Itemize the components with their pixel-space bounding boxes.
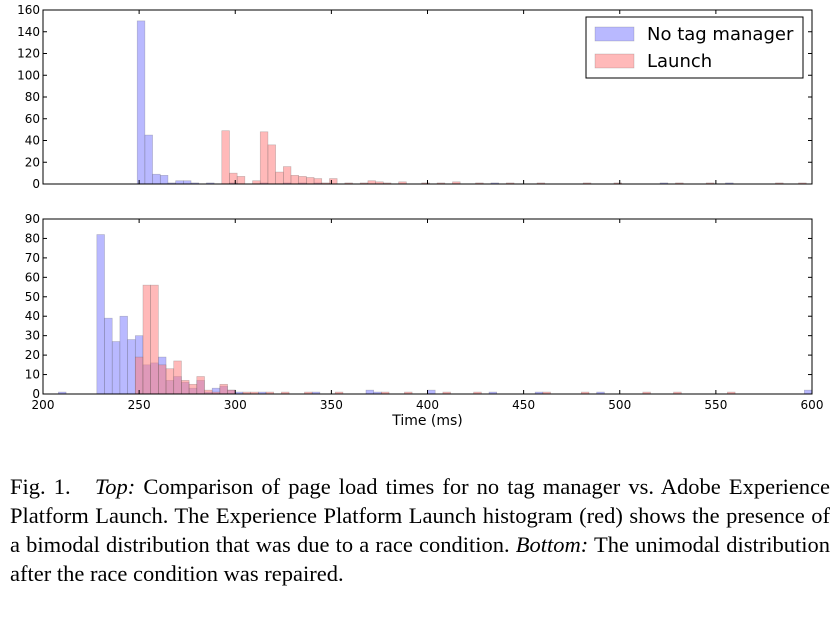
histogram-bar (196, 376, 205, 395)
y-tick-label: 160 (17, 3, 40, 17)
histogram-bar (804, 389, 813, 395)
histogram-bar (96, 234, 105, 395)
y-tick-label: 10 (25, 368, 40, 382)
histogram-bar (127, 339, 136, 395)
y-tick-label: 140 (17, 25, 40, 39)
x-tick-label: 350 (320, 398, 343, 412)
y-tick-label: 100 (17, 68, 40, 82)
histogram-bar (204, 389, 213, 395)
histogram-bar (283, 166, 292, 185)
x-tick-label: 300 (224, 398, 247, 412)
histogram-bar (181, 380, 190, 395)
x-tick-label: 550 (704, 398, 727, 412)
x-tick-label: 600 (801, 398, 824, 412)
x-axis-label: Time (ms) (391, 413, 463, 429)
y-tick-label: 80 (25, 90, 40, 104)
histogram-bar (165, 368, 175, 395)
histogram-bar (259, 131, 269, 185)
caption-top-text: Comparison of page load times for no tag… (10, 474, 831, 557)
y-tick-label: 30 (25, 329, 40, 343)
figure-caption: Fig. 1. Top: Comparison of page load tim… (10, 472, 830, 588)
histogram-bar (150, 284, 159, 395)
caption-bottom-label: Bottom: (515, 532, 589, 557)
legend-swatch (594, 26, 635, 42)
x-tick-label: 250 (128, 398, 151, 412)
histogram-bar (329, 178, 338, 185)
y-tick-label: 60 (25, 270, 40, 284)
y-tick-label: 0 (32, 177, 40, 191)
y-tick-label: 90 (25, 212, 40, 226)
histogram-bar (427, 389, 436, 395)
histogram-bar (111, 341, 121, 395)
histogram-bar (236, 176, 246, 185)
histogram-bar (267, 144, 276, 185)
y-tick-label: 80 (25, 231, 40, 245)
histogram-bar (159, 175, 169, 185)
caption-bottom-text: The unimodal distribution after the race… (10, 532, 831, 586)
histogram-bar (313, 178, 323, 185)
y-tick-label: 40 (25, 134, 40, 148)
x-tick-label: 400 (416, 398, 439, 412)
histogram-bar (152, 173, 161, 185)
legend-label: No tag manager (647, 24, 794, 45)
y-tick-label: 20 (25, 155, 40, 169)
histogram-bar (219, 383, 228, 395)
x-tick-label: 200 (32, 398, 55, 412)
histogram-bar (229, 172, 238, 185)
histogram-bar (104, 317, 113, 395)
y-tick-label: 20 (25, 348, 40, 362)
caption-label: Fig. 1. (10, 474, 71, 499)
legend-label: Launch (647, 51, 712, 72)
legend: No tag manager Launch (585, 16, 804, 79)
histogram-bar (119, 315, 128, 395)
y-tick-label: 120 (17, 47, 40, 61)
histogram-bar (188, 383, 198, 395)
series-launch-bars (134, 284, 736, 395)
histogram-bar (221, 130, 230, 185)
histogram-bar (365, 389, 374, 395)
histogram-bar (275, 171, 284, 185)
histogram-bar (158, 364, 167, 395)
x-tick-label: 500 (608, 398, 631, 412)
histogram-bar (142, 284, 151, 395)
bottom-histogram-panel: 0 10 20 30 40 50 60 70 80 90 200 250 300 350 400 450 500… (25, 212, 824, 429)
legend-swatch (594, 53, 635, 69)
histogram-bar (144, 134, 153, 185)
series-launch-bars (221, 130, 807, 185)
histogram-bar (136, 20, 146, 185)
y-tick-label: 70 (25, 251, 40, 265)
histogram-bar (298, 176, 307, 185)
histogram-bar (227, 389, 236, 395)
y-tick-label: 0 (32, 387, 40, 401)
y-tick-label: 40 (25, 309, 40, 323)
x-tick-label: 450 (512, 398, 535, 412)
y-tick-label: 50 (25, 290, 40, 304)
histogram-bar (173, 360, 182, 395)
caption-top-label: Top: (94, 474, 136, 499)
histogram-bar (306, 177, 315, 185)
histogram-bar (134, 356, 144, 395)
top-histogram-panel: 0 20 40 60 80 100 120 140 160 No tag manager Launc… (17, 3, 813, 191)
histogram-bar (290, 175, 299, 185)
y-tick-label: 60 (25, 112, 40, 126)
